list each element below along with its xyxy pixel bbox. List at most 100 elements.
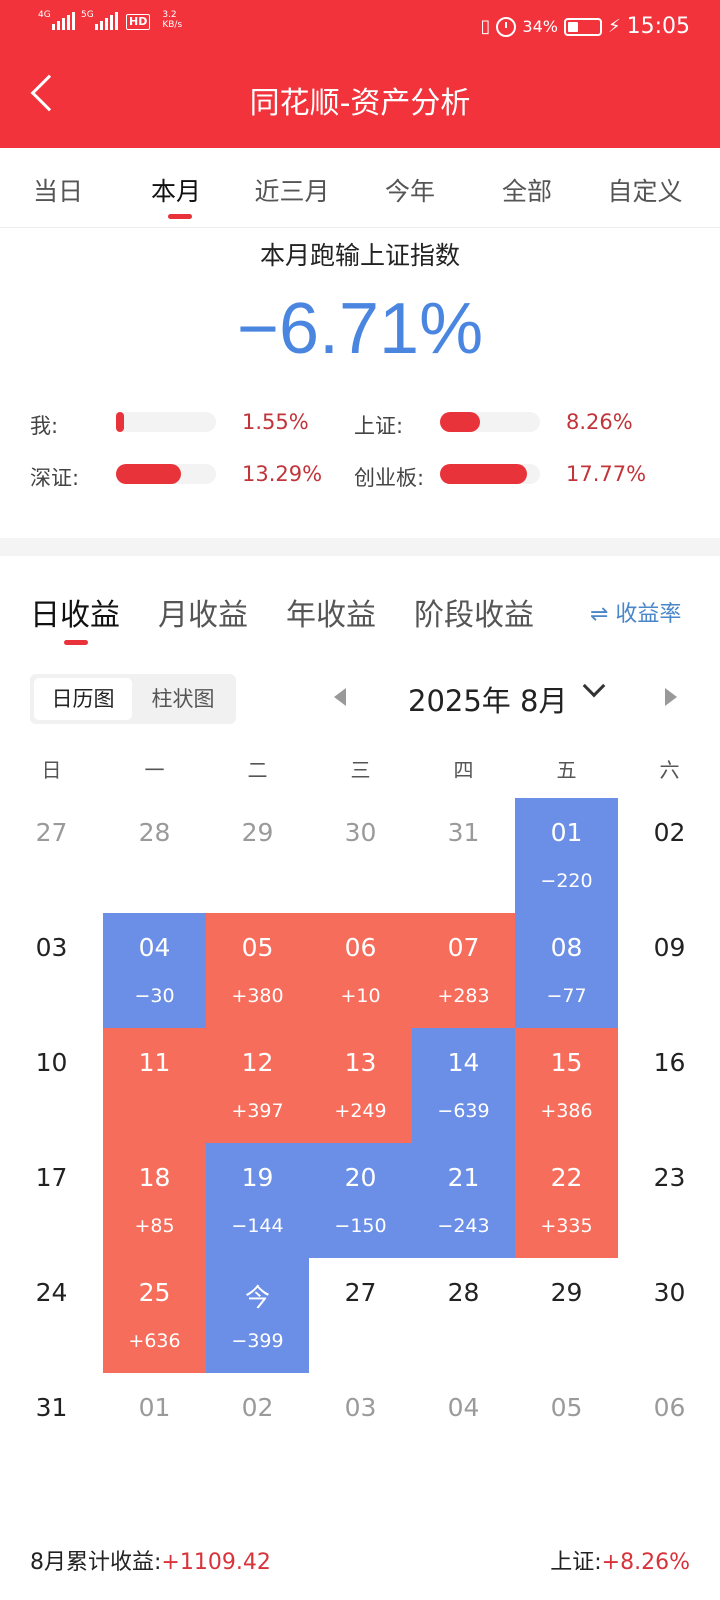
calendar-day[interactable]: 19 −144 [206, 1143, 309, 1258]
vibrate-icon: ▯ [480, 16, 491, 37]
calendar-day-return: +335 [540, 1215, 593, 1237]
calendar-day-number: 21 [447, 1163, 480, 1192]
calendar-day[interactable]: 29 [515, 1258, 618, 1373]
calendar-day[interactable]: 10 [0, 1028, 103, 1143]
calendar-day-return: +636 [128, 1330, 181, 1352]
calendar-day-number: 24 [35, 1278, 68, 1307]
calendar-day[interactable]: 12 +397 [206, 1028, 309, 1143]
calendar-day[interactable]: 24 [0, 1258, 103, 1373]
calendar-day-return: +380 [231, 985, 284, 1007]
calendar-day[interactable]: 03 [0, 913, 103, 1028]
calendar-day-return: +10 [340, 985, 381, 1007]
calendar-day[interactable]: 27 [0, 798, 103, 913]
calendar-day[interactable]: 28 [412, 1258, 515, 1373]
calendar-day[interactable]: 01 [103, 1373, 206, 1488]
return-tab-indicator [64, 640, 88, 645]
calendar-day[interactable]: 13 +249 [309, 1028, 412, 1143]
calendar-day[interactable]: 23 [618, 1143, 720, 1258]
calendar-day[interactable]: 29 [206, 798, 309, 913]
calendar-day[interactable]: 17 [0, 1143, 103, 1258]
calendar-day[interactable]: 31 [0, 1373, 103, 1488]
calendar-day-return: −30 [134, 985, 175, 1007]
calendar-day[interactable]: 今 −399 [206, 1258, 309, 1373]
calendar-day[interactable]: 02 [206, 1373, 309, 1488]
calendar-day[interactable]: 07 +283 [412, 913, 515, 1028]
calendar-day[interactable]: 02 [618, 798, 720, 913]
calendar-day-number: 01 [138, 1393, 171, 1422]
tab-daily-return[interactable]: 日收益 [30, 598, 120, 633]
compare-fill-me [116, 412, 124, 432]
calendar-day-number: 28 [447, 1278, 480, 1307]
battery-fill [567, 21, 578, 32]
tab-yearly-return[interactable]: 年收益 [286, 598, 376, 633]
tab-three-months[interactable]: 近三月 [254, 177, 330, 206]
bar-view-button[interactable]: 柱状图 [151, 687, 215, 711]
calendar-day-number: 04 [447, 1393, 480, 1422]
compare-value-me: 1.55% [242, 410, 309, 434]
return-rate-toggle[interactable]: ⇌ 收益率 [590, 602, 682, 627]
calendar-day[interactable]: 30 [618, 1258, 720, 1373]
calendar-day-number: 25 [138, 1278, 171, 1307]
calendar-day[interactable]: 30 [309, 798, 412, 913]
calendar-day-number: 04 [138, 933, 171, 962]
calendar-day[interactable]: 05 [515, 1373, 618, 1488]
calendar-day[interactable]: 31 [412, 798, 515, 913]
calendar-day-number: 16 [653, 1048, 686, 1077]
summary-title: 本月跑输上证指数 [259, 241, 460, 270]
tab-custom[interactable]: 自定义 [607, 177, 683, 206]
calendar-day-number: 31 [447, 818, 480, 847]
calendar-day[interactable]: 21 −243 [412, 1143, 515, 1258]
calendar-day[interactable]: 28 [103, 798, 206, 913]
calendar-day-number: 20 [344, 1163, 377, 1192]
tab-period-return[interactable]: 阶段收益 [414, 598, 534, 633]
calendar-day[interactable]: 04 [412, 1373, 515, 1488]
weekday-label: 二 [247, 758, 268, 782]
calendar-day[interactable]: 01 −220 [515, 798, 618, 913]
calendar-day[interactable]: 22 +335 [515, 1143, 618, 1258]
compare-bar-me [116, 412, 216, 432]
speed-unit: KB/s [162, 20, 183, 30]
signal-label: 4G [38, 10, 51, 20]
tab-this-month[interactable]: 本月 [150, 177, 202, 206]
weekday-label: 四 [453, 758, 474, 782]
calendar-day[interactable]: 14 −639 [412, 1028, 515, 1143]
tab-today[interactable]: 当日 [32, 177, 84, 206]
compare-bar-cyb [440, 464, 540, 484]
next-month-icon[interactable] [665, 688, 677, 706]
signal-5g-icon: 5G [81, 10, 118, 30]
calendar-day[interactable]: 04 −30 [103, 913, 206, 1028]
tab-monthly-return[interactable]: 月收益 [158, 598, 248, 633]
calendar-day[interactable]: 08 −77 [515, 913, 618, 1028]
summary-value: −6.71% [236, 289, 484, 369]
calendar-day[interactable]: 05 +380 [206, 913, 309, 1028]
calendar-day[interactable]: 06 +10 [309, 913, 412, 1028]
calendar-day-return: −144 [231, 1215, 284, 1237]
weekday-label: 一 [144, 758, 165, 782]
chevron-down-icon[interactable] [582, 674, 606, 698]
calendar-day[interactable]: 20 −150 [309, 1143, 412, 1258]
tab-this-year[interactable]: 今年 [384, 177, 436, 206]
compare-fill-sz [116, 464, 181, 484]
compare-label-cyb: 创业板: [354, 466, 425, 490]
signal-icon: 4G [38, 10, 75, 30]
calendar-day-number: 27 [35, 818, 68, 847]
calendar-day-number: 15 [550, 1048, 583, 1077]
calendar-view-button[interactable]: 日历图 [34, 678, 132, 720]
tab-all[interactable]: 全部 [501, 177, 553, 206]
calendar-day[interactable]: 09 [618, 913, 720, 1028]
calendar-day[interactable]: 18 +85 [103, 1143, 206, 1258]
calendar-day[interactable]: 27 [309, 1258, 412, 1373]
month-label[interactable]: 2025年 8月 [408, 684, 568, 718]
calendar-day[interactable]: 11 [103, 1028, 206, 1143]
calendar-day[interactable]: 16 [618, 1028, 720, 1143]
calendar-day[interactable]: 03 [309, 1373, 412, 1488]
battery-icon [563, 17, 602, 36]
calendar-day-return: −399 [231, 1330, 284, 1352]
calendar-day[interactable]: 06 [618, 1373, 720, 1488]
compare-label-me: 我: [30, 414, 59, 438]
compare-bar-sz [116, 464, 216, 484]
calendar-day-number: 06 [653, 1393, 686, 1422]
calendar-day[interactable]: 15 +386 [515, 1028, 618, 1143]
prev-month-icon[interactable] [334, 688, 346, 706]
calendar-day[interactable]: 25 +636 [103, 1258, 206, 1373]
